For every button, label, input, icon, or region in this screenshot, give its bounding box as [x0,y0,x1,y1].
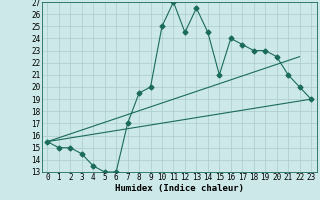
X-axis label: Humidex (Indice chaleur): Humidex (Indice chaleur) [115,184,244,193]
